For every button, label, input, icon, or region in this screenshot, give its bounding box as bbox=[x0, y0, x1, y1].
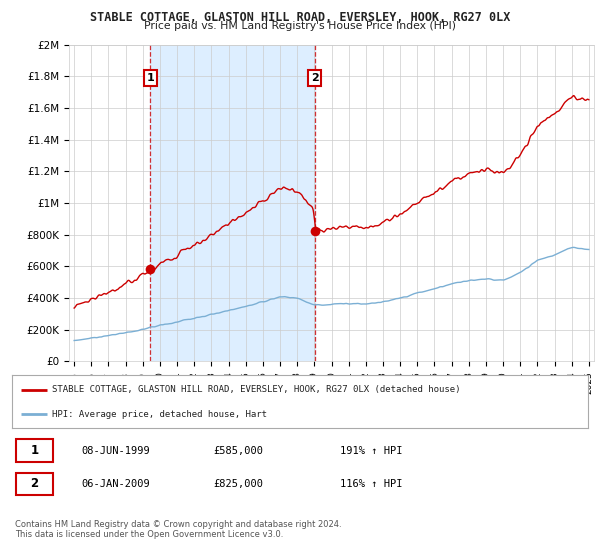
Text: 1: 1 bbox=[146, 73, 154, 83]
FancyBboxPatch shape bbox=[16, 440, 53, 462]
Bar bbox=[151, 45, 314, 361]
Text: STABLE COTTAGE, GLASTON HILL ROAD, EVERSLEY, HOOK, RG27 0LX: STABLE COTTAGE, GLASTON HILL ROAD, EVERS… bbox=[90, 11, 510, 24]
Text: 08-JUN-1999: 08-JUN-1999 bbox=[81, 446, 150, 456]
Text: £585,000: £585,000 bbox=[214, 446, 263, 456]
Text: 191% ↑ HPI: 191% ↑ HPI bbox=[340, 446, 403, 456]
Text: STABLE COTTAGE, GLASTON HILL ROAD, EVERSLEY, HOOK, RG27 0LX (detached house): STABLE COTTAGE, GLASTON HILL ROAD, EVERS… bbox=[52, 385, 461, 394]
Text: 116% ↑ HPI: 116% ↑ HPI bbox=[340, 479, 403, 489]
Text: HPI: Average price, detached house, Hart: HPI: Average price, detached house, Hart bbox=[52, 409, 268, 418]
Text: 2: 2 bbox=[311, 73, 319, 83]
Text: £825,000: £825,000 bbox=[214, 479, 263, 489]
Text: Contains HM Land Registry data © Crown copyright and database right 2024.
This d: Contains HM Land Registry data © Crown c… bbox=[15, 520, 341, 539]
Text: 2: 2 bbox=[31, 478, 38, 491]
Text: 1: 1 bbox=[31, 444, 38, 457]
FancyBboxPatch shape bbox=[16, 473, 53, 495]
Text: 06-JAN-2009: 06-JAN-2009 bbox=[81, 479, 150, 489]
Text: Price paid vs. HM Land Registry's House Price Index (HPI): Price paid vs. HM Land Registry's House … bbox=[144, 21, 456, 31]
